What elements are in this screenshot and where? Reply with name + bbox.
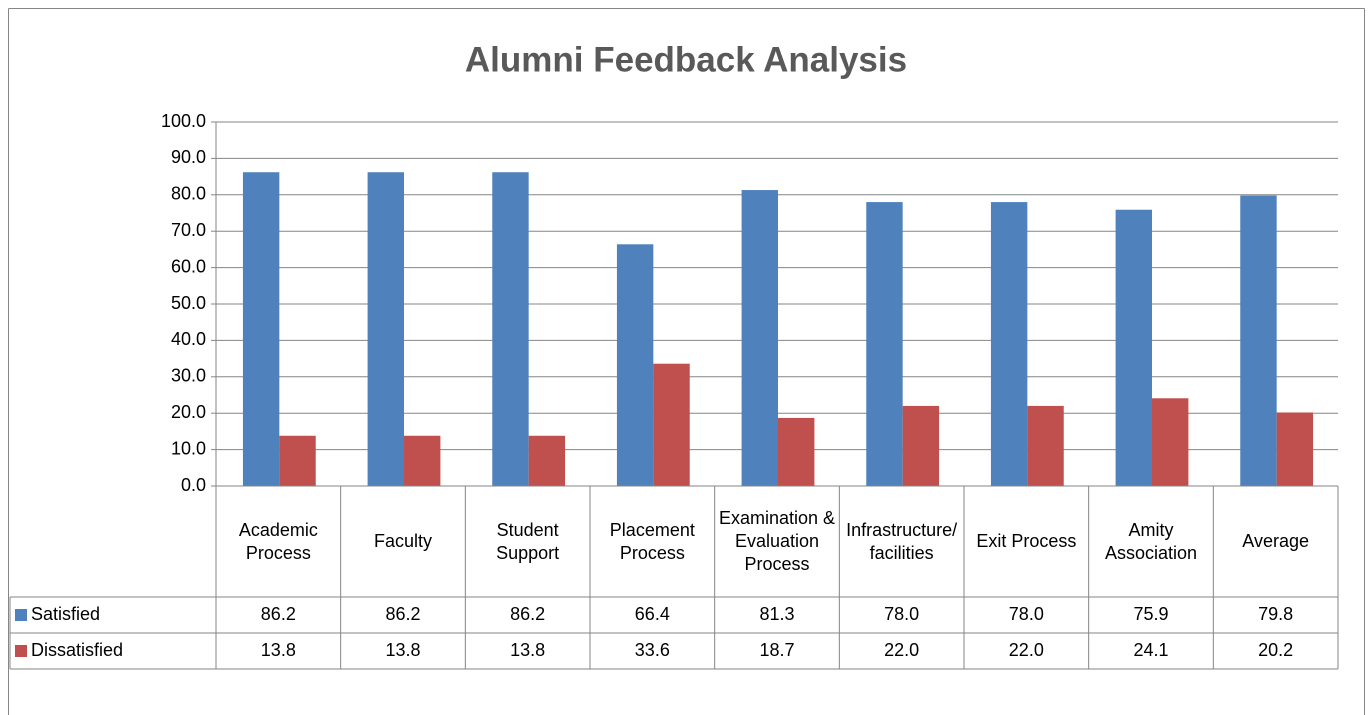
bar (866, 202, 903, 486)
legend-label: Dissatisfied (31, 640, 123, 660)
table-value: 78.0 (884, 604, 919, 624)
bar (777, 417, 815, 486)
bar (653, 363, 690, 486)
bar (1240, 195, 1277, 486)
table-value: 78.0 (1009, 604, 1044, 624)
table-value: 13.8 (385, 640, 420, 660)
category-label: Infrastructure/ facilities (846, 519, 958, 563)
category-label: Examination & Evaluation Process (718, 508, 836, 574)
table-value: 22.0 (1009, 640, 1044, 660)
bar (403, 435, 441, 486)
bar (1027, 405, 1064, 486)
y-tick-label: 90.0 (171, 147, 206, 167)
table-value: 86.2 (261, 604, 296, 624)
y-tick-label: 60.0 (171, 256, 206, 276)
bar (528, 435, 566, 486)
legend-label: Satisfied (31, 604, 100, 624)
table-value: 20.2 (1258, 640, 1293, 660)
bar (1276, 412, 1314, 486)
bar (242, 172, 280, 486)
y-tick-label: 80.0 (171, 184, 206, 204)
bar (990, 202, 1028, 486)
category-label: Faculty (373, 531, 432, 551)
bar (492, 172, 529, 486)
table-value: 81.3 (759, 604, 794, 624)
bar (367, 172, 404, 486)
bar (616, 244, 654, 486)
table-value: 86.2 (385, 604, 420, 624)
bar (1115, 209, 1152, 486)
table-value: 18.7 (759, 640, 794, 660)
table-value: 13.8 (261, 640, 296, 660)
table-value: 86.2 (510, 604, 545, 624)
category-label: Amity Association (1104, 519, 1198, 563)
table-value: 66.4 (635, 604, 670, 624)
category-label: Average (1242, 531, 1310, 551)
y-tick-label: 0.0 (181, 475, 206, 495)
table-value: 24.1 (1133, 640, 1168, 660)
category-label: Academic Process (238, 519, 318, 563)
y-tick-label: 20.0 (171, 402, 206, 422)
category-label: Placement Process (609, 519, 695, 563)
bar (279, 435, 316, 486)
bar (902, 405, 940, 486)
y-tick-label: 50.0 (171, 293, 206, 313)
legend-key (15, 609, 27, 621)
legend-key (15, 645, 27, 657)
table-value: 75.9 (1133, 604, 1168, 624)
category-label: Exit Process (976, 531, 1077, 551)
table-value: 22.0 (884, 640, 919, 660)
table-value: 79.8 (1258, 604, 1293, 624)
bar (741, 190, 778, 486)
table-value: 13.8 (510, 640, 545, 660)
table-value: 33.6 (635, 640, 670, 660)
bar (1151, 398, 1189, 486)
category-label: Student Support (496, 519, 560, 563)
y-tick-label: 10.0 (171, 438, 206, 458)
y-tick-label: 100.0 (161, 111, 206, 131)
y-tick-label: 30.0 (171, 366, 206, 386)
chart-title: Alumni Feedback Analysis (465, 40, 907, 79)
y-tick-label: 40.0 (171, 329, 206, 349)
y-tick-label: 70.0 (171, 220, 206, 240)
